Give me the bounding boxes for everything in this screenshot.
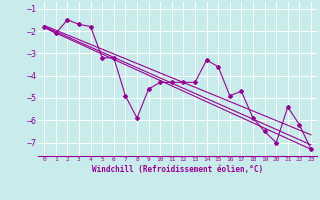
X-axis label: Windchill (Refroidissement éolien,°C): Windchill (Refroidissement éolien,°C) bbox=[92, 165, 263, 174]
